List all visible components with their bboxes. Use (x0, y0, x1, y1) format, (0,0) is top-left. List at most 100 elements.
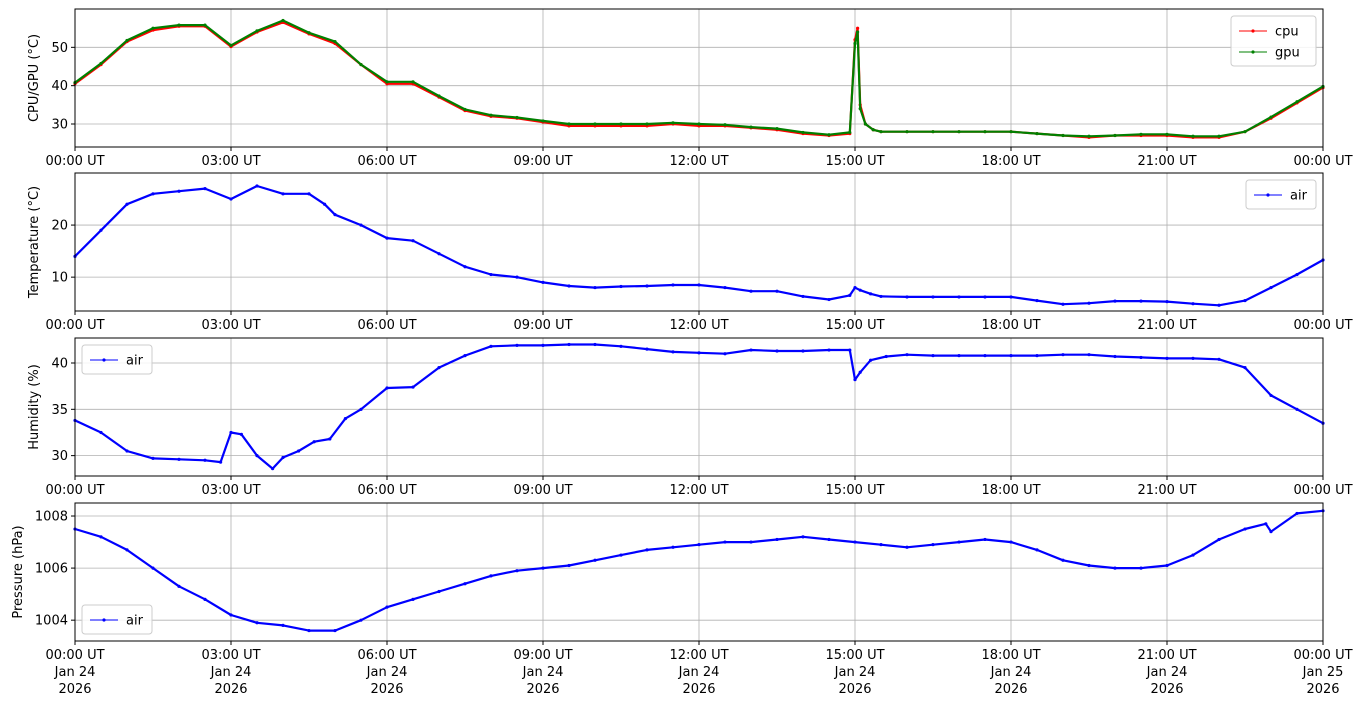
data-point-air (463, 582, 467, 586)
data-point-air (328, 437, 332, 441)
y-axis-label: Pressure (hPa) (11, 525, 26, 618)
x-tick-label: 12:00 UT (669, 318, 728, 333)
x-tick-label: 18:00 UT (981, 483, 1040, 498)
data-point-air (1061, 302, 1065, 306)
x-tick-label: 03:00 UT (201, 483, 260, 498)
data-point-air (437, 589, 441, 594)
data-point-air (1264, 522, 1268, 526)
data-point-air (1009, 295, 1013, 299)
data-point-gpu (879, 130, 883, 134)
data-point-air (1295, 407, 1299, 411)
data-point-gpu (1217, 134, 1221, 138)
x-tick-label: 00:00 UT (1293, 483, 1352, 498)
data-point-air (203, 597, 207, 601)
data-point-air (281, 455, 285, 460)
data-point-air (957, 295, 961, 299)
data-point-air (359, 223, 363, 227)
data-point-air (1061, 353, 1065, 357)
x-tick-date: Jan 25 (1302, 665, 1344, 680)
data-point-air (1035, 548, 1039, 552)
x-tick-label: 06:00 UT (357, 483, 416, 498)
data-point-air (749, 540, 753, 544)
data-point-gpu (151, 26, 155, 30)
data-point-air (515, 569, 519, 573)
data-point-air (541, 280, 545, 284)
data-point-air (515, 343, 519, 348)
data-point-air (1217, 303, 1221, 307)
x-tick-label: 21:00 UT (1137, 318, 1196, 333)
x-tick-date: Jan 24 (834, 665, 876, 680)
data-point-gpu (749, 125, 753, 129)
data-point-air (749, 289, 753, 293)
data-point-air (567, 284, 571, 288)
data-point-air (99, 228, 103, 232)
data-point-air (1243, 527, 1247, 531)
data-point-gpu (801, 130, 805, 135)
data-point-air (1217, 537, 1221, 542)
data-point-air (645, 548, 649, 552)
x-tick-label: 09:00 UT (513, 648, 572, 663)
y-tick-label: 50 (51, 41, 68, 56)
x-tick-year: 2026 (682, 682, 715, 697)
x-tick-label: 12:00 UT (669, 483, 728, 498)
data-point-air (307, 192, 311, 196)
x-tick-label: 09:00 UT (513, 154, 572, 169)
data-point-air (1269, 393, 1273, 398)
data-point-air (905, 545, 909, 549)
subplot-3: 30 35 40 Humidity (%) 00:00 UT 03:00 UT 06:00 … (27, 337, 1353, 498)
data-point-air (801, 294, 805, 299)
x-tick-date: Jan 24 (366, 665, 408, 680)
data-point-air (281, 623, 285, 627)
data-point-air (333, 213, 337, 217)
data-point-gpu (229, 43, 233, 48)
data-point-air (619, 344, 623, 348)
data-point-air (801, 349, 805, 353)
data-point-air (1295, 272, 1299, 277)
data-point-air (1035, 298, 1039, 303)
x-tick-label: 06:00 UT (357, 318, 416, 333)
data-point-air (775, 349, 779, 353)
data-point-gpu (848, 130, 852, 135)
data-point-air (1165, 563, 1169, 568)
y-axis-label: Temperature (°C) (27, 186, 42, 299)
data-point-air (723, 540, 727, 544)
data-point-gpu (1269, 115, 1273, 119)
data-point-air (1087, 301, 1091, 305)
x-tick-label: 06:00 UT (357, 648, 416, 663)
data-point-air (593, 285, 597, 290)
y-tick-label: 30 (51, 118, 68, 133)
data-point-air (437, 252, 441, 256)
data-point-gpu (871, 128, 875, 132)
data-point-air (827, 348, 831, 352)
data-point-air (1191, 356, 1195, 360)
data-point-gpu (905, 130, 909, 134)
legend: air (1245, 179, 1317, 210)
data-point-air (229, 197, 233, 201)
data-point-air (281, 192, 285, 196)
data-point-gpu (437, 94, 441, 98)
data-point-air (1087, 353, 1091, 357)
data-point-gpu (1035, 131, 1039, 136)
data-point-gpu (307, 31, 311, 35)
data-point-air (848, 293, 852, 297)
x-tick-label: 21:00 UT (1137, 648, 1196, 663)
x-tick-label: 00:00 UT (45, 648, 104, 663)
x-tick-year: 2026 (994, 682, 1027, 697)
data-point-air (1191, 302, 1195, 306)
data-point-air (1165, 300, 1169, 304)
data-point-air (723, 352, 727, 356)
x-tick-label: 00:00 UT (45, 154, 104, 169)
data-point-air (827, 297, 831, 302)
data-point-air (411, 597, 415, 601)
data-point-air (125, 202, 129, 206)
x-tick-label: 06:00 UT (357, 154, 416, 169)
data-point-air (1165, 356, 1169, 360)
data-point-air (858, 370, 862, 374)
data-point-air (177, 584, 181, 588)
data-point-air (437, 366, 441, 370)
x-tick-label: 00:00 UT (45, 318, 104, 333)
x-tick-label: 00:00 UT (45, 483, 104, 498)
x-tick-year: 2026 (1306, 682, 1339, 697)
data-point-air (983, 295, 987, 299)
legend-marker-cpu (1251, 29, 1255, 33)
